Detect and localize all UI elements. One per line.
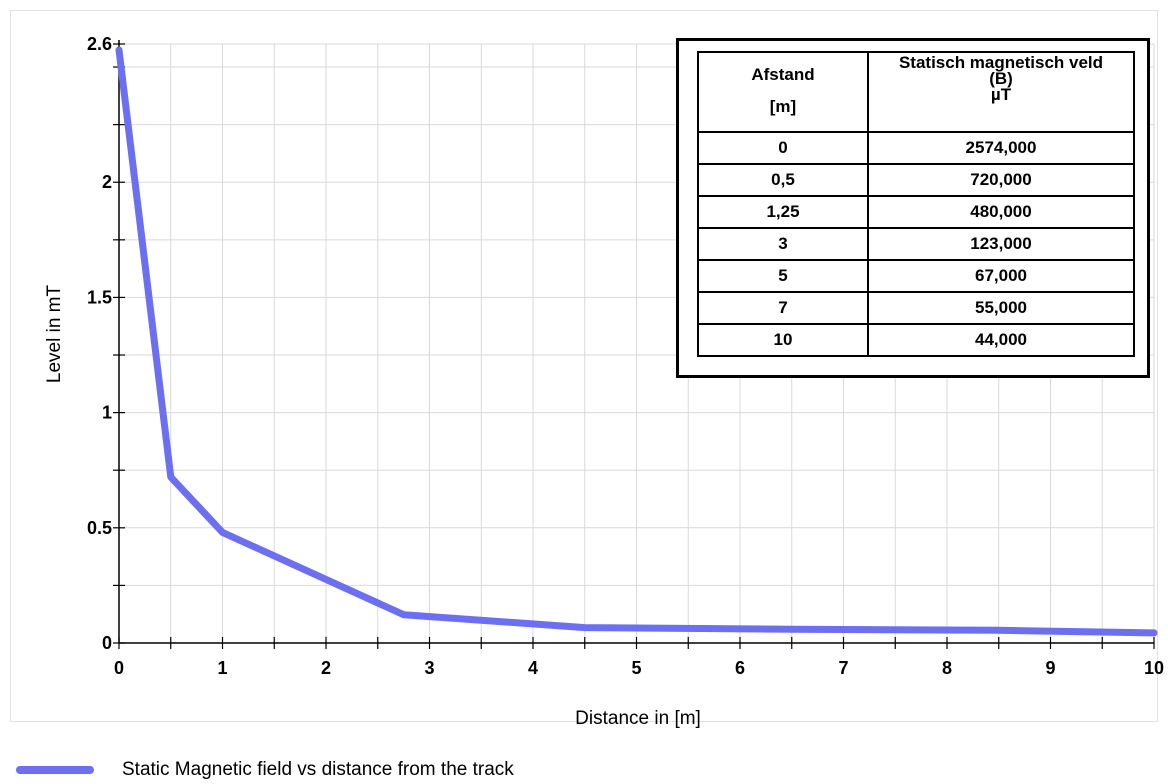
y-tick-label: 0.5 xyxy=(87,518,112,538)
x-tick-label: 5 xyxy=(631,658,641,678)
table-row: 1,25 480,000 xyxy=(697,195,1135,229)
header-field-line1: Statisch magnetisch veld xyxy=(898,53,1104,72)
tick-labels: 0 1 2 3 4 5 6 7 8 9 10 0 0.5 1 1.5 2 2.6 xyxy=(87,34,1164,678)
series-line xyxy=(115,46,1158,637)
legend-label: Static Magnetic field vs distance from t… xyxy=(122,759,514,780)
y-tick-label: 2.6 xyxy=(87,34,112,54)
data-table-box: Afstand [m] Statisch magnetisch veld (B)… xyxy=(676,38,1150,378)
header-field-line2: (B) xyxy=(989,69,1013,88)
cell-field: 55,000 xyxy=(867,291,1135,325)
cell-distance: 7 xyxy=(697,291,869,325)
header-field-unit: µT xyxy=(990,85,1012,104)
axes xyxy=(113,40,1155,649)
x-tick-label: 10 xyxy=(1144,658,1164,678)
y-tick-label: 1 xyxy=(102,403,112,423)
x-tick-label: 6 xyxy=(735,658,745,678)
header-distance: Afstand [m] xyxy=(697,51,869,133)
header-field: Statisch magnetisch veld (B) µT xyxy=(867,51,1135,133)
x-tick-label: 4 xyxy=(528,658,538,678)
table-row: 7 55,000 xyxy=(697,291,1135,325)
cell-field: 123,000 xyxy=(867,227,1135,261)
cell-field: 67,000 xyxy=(867,259,1135,293)
x-tick-label: 2 xyxy=(321,658,331,678)
table-row: 10 44,000 xyxy=(697,323,1135,357)
table-header-row: Afstand [m] Statisch magnetisch veld (B)… xyxy=(697,51,1135,133)
y-tick-label: 0 xyxy=(102,633,112,653)
table-row: 5 67,000 xyxy=(697,259,1135,293)
x-tick-label: 8 xyxy=(942,658,952,678)
cell-distance: 5 xyxy=(697,259,869,293)
cell-distance: 1,25 xyxy=(697,195,869,229)
legend-swatch xyxy=(16,766,94,774)
table-row: 0,5 720,000 xyxy=(697,163,1135,197)
x-axis-title: Distance in [m] xyxy=(575,708,701,729)
cell-distance: 3 xyxy=(697,227,869,261)
x-tick-label: 9 xyxy=(1045,658,1055,678)
cell-distance: 10 xyxy=(697,323,869,357)
cell-field: 2574,000 xyxy=(867,131,1135,165)
y-tick-label: 2 xyxy=(102,172,112,192)
y-tick-label: 1.5 xyxy=(87,287,112,307)
data-table: Afstand [m] Statisch magnetisch veld (B)… xyxy=(697,51,1135,357)
header-distance-label: Afstand xyxy=(751,65,815,84)
header-distance-unit: [m] xyxy=(769,97,797,116)
x-tick-label: 3 xyxy=(424,658,434,678)
plot-frame xyxy=(10,10,1158,722)
cell-distance: 0,5 xyxy=(697,163,869,197)
x-tick-label: 7 xyxy=(838,658,848,678)
cell-distance: 0 xyxy=(697,131,869,165)
cell-field: 720,000 xyxy=(867,163,1135,197)
legend: Static Magnetic field vs distance from t… xyxy=(16,758,514,782)
table-row: 0 2574,000 xyxy=(697,131,1135,165)
y-axis-title: Level in mT xyxy=(44,285,65,384)
cell-field: 44,000 xyxy=(867,323,1135,357)
series-layer xyxy=(115,46,1158,637)
table-row: 3 123,000 xyxy=(697,227,1135,261)
x-tick-label: 1 xyxy=(217,658,227,678)
x-tick-label: 0 xyxy=(114,658,124,678)
cell-field: 480,000 xyxy=(867,195,1135,229)
